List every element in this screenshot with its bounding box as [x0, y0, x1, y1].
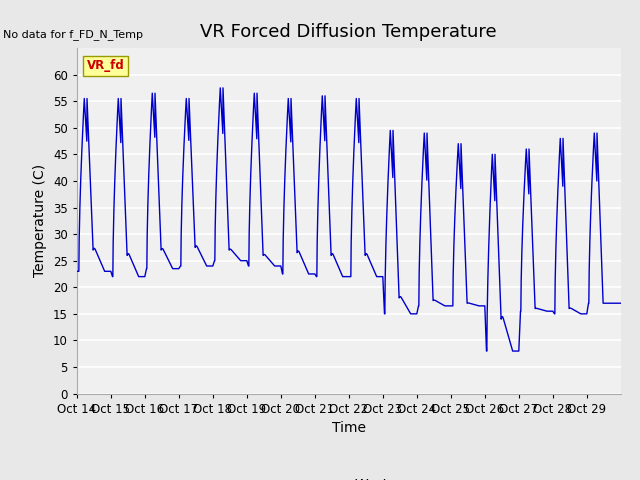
X-axis label: Time: Time [332, 421, 366, 435]
Y-axis label: Temperature (C): Temperature (C) [33, 164, 47, 277]
Title: VR Forced Diffusion Temperature: VR Forced Diffusion Temperature [200, 23, 497, 41]
Text: VR_fd: VR_fd [87, 59, 125, 72]
Text: No data for f_FD_N_Temp: No data for f_FD_N_Temp [3, 29, 143, 40]
Legend: West: West [303, 472, 394, 480]
